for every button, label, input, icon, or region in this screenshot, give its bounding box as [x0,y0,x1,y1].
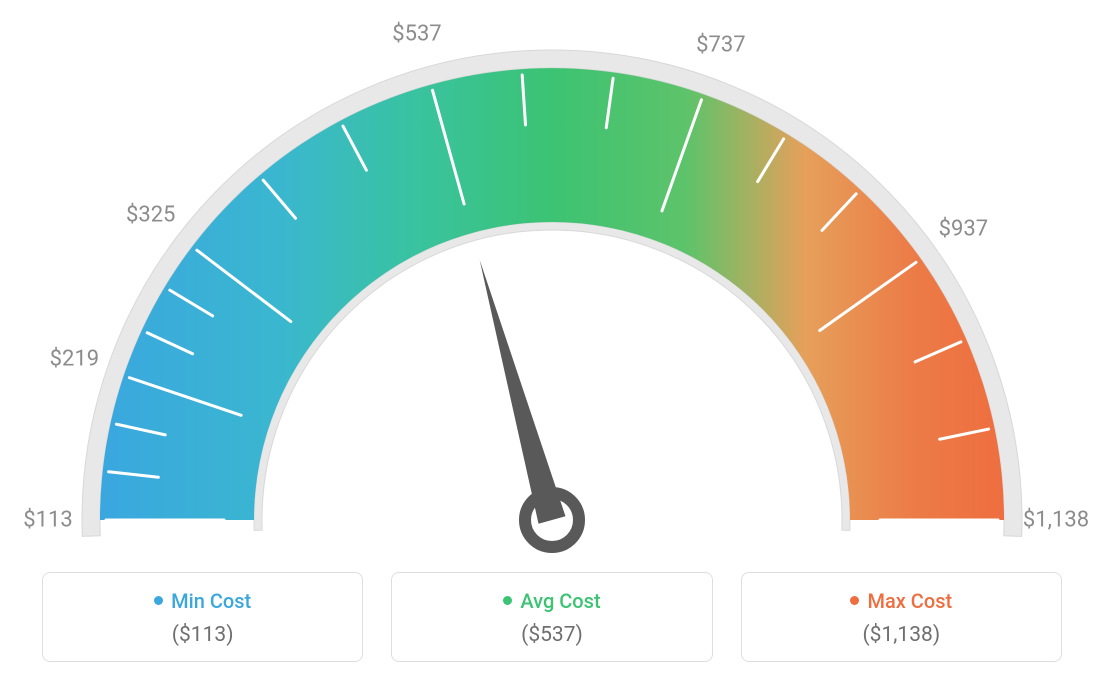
gauge-tick-label: $219 [50,347,99,372]
gauge-tick-label: $1,138 [1023,508,1089,533]
dot-icon [850,596,859,605]
cost-gauge: $113 $219 $325 $537 $737 $937 $1,138 [0,0,1104,570]
legend-max-value: ($1,138) [752,623,1051,647]
legend-min-value: ($113) [53,623,352,647]
legend-max-title: Max Cost [752,589,1051,613]
legend-avg-value: ($537) [402,623,701,647]
gauge-tick-label: $113 [23,508,72,533]
dot-icon [154,596,163,605]
legend-avg-label: Avg Cost [520,589,600,613]
gauge-tick-label: $737 [696,33,745,58]
legend-card-max: Max Cost ($1,138) [741,572,1062,662]
gauge-tick-label: $937 [939,216,988,241]
legend-min-label: Min Cost [171,589,251,613]
dot-icon [503,596,512,605]
legend-max-label: Max Cost [867,589,952,613]
gauge-tick-label: $325 [126,203,175,228]
legend-card-avg: Avg Cost ($537) [391,572,712,662]
legend-card-min: Min Cost ($113) [42,572,363,662]
gauge-tick-label: $537 [392,22,441,47]
gauge-svg [0,0,1104,570]
legend-min-title: Min Cost [53,589,352,613]
legend-avg-title: Avg Cost [402,589,701,613]
legend-row: Min Cost ($113) Avg Cost ($537) Max Cost… [42,572,1062,662]
